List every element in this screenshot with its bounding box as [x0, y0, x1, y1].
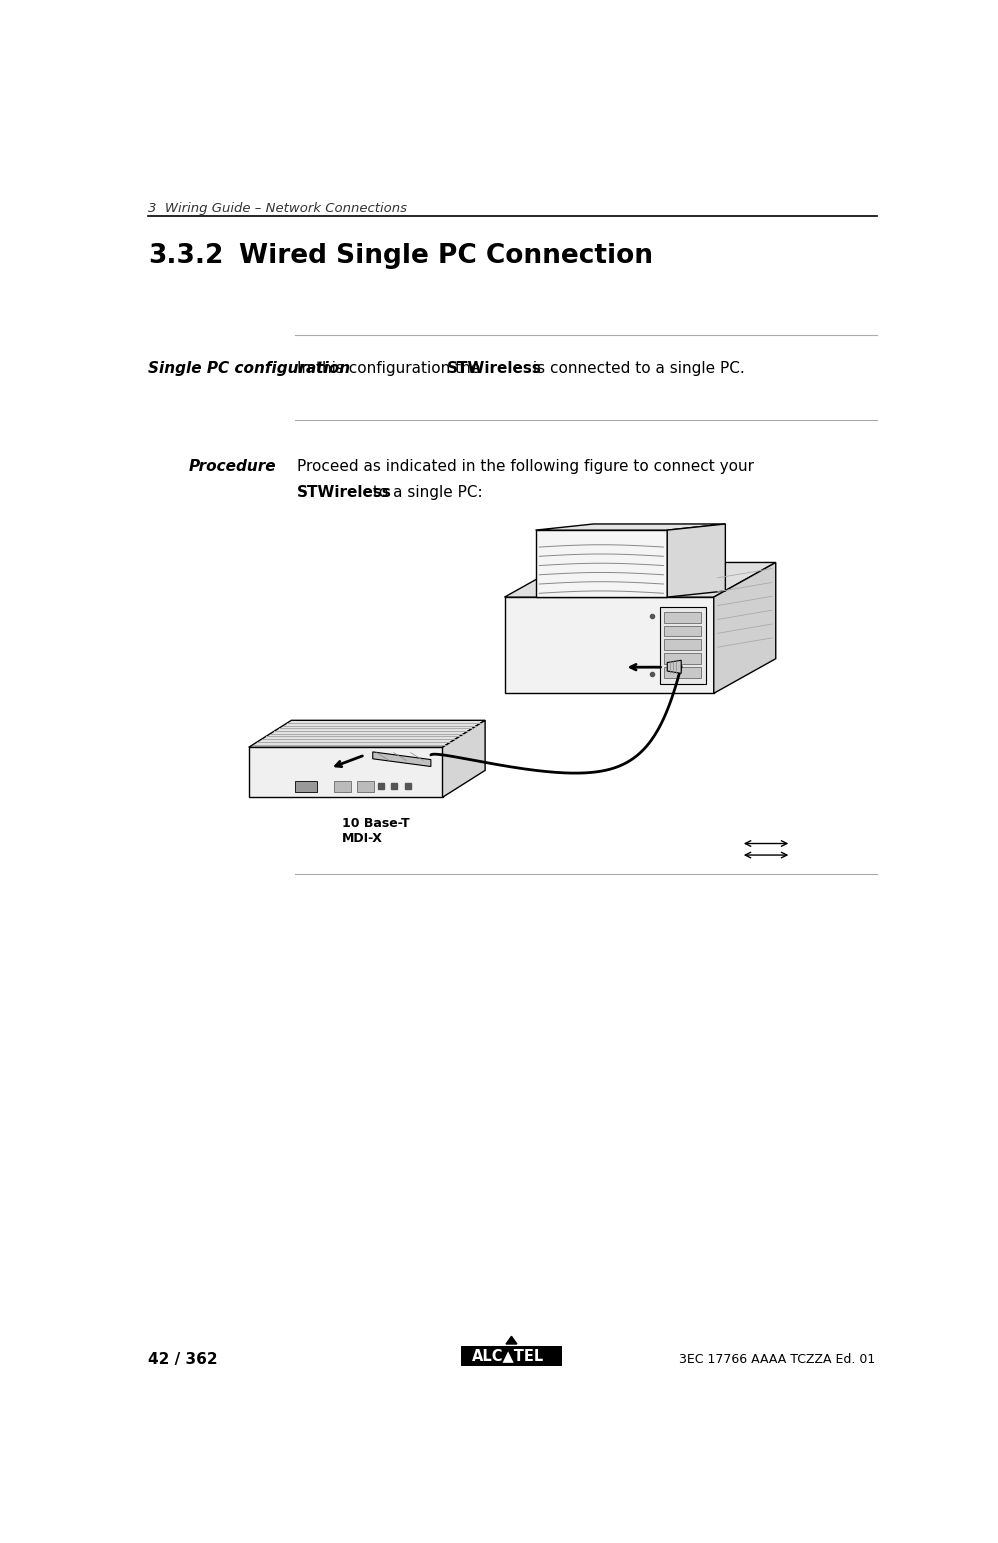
Polygon shape: [664, 625, 702, 636]
Polygon shape: [505, 563, 775, 597]
Bar: [357, 781, 374, 792]
Text: Proceed as indicated in the following figure to connect your: Proceed as indicated in the following fi…: [296, 458, 753, 474]
Text: STWireless: STWireless: [296, 486, 391, 500]
Text: 10 Base-T: 10 Base-T: [341, 816, 409, 830]
Polygon shape: [249, 721, 485, 747]
Polygon shape: [249, 747, 442, 798]
Text: In this configuration the: In this configuration the: [296, 361, 485, 375]
Text: Wired Single PC Connection: Wired Single PC Connection: [240, 242, 654, 268]
Text: 3.3.2: 3.3.2: [148, 242, 224, 268]
Polygon shape: [442, 721, 485, 798]
Text: 3  Wiring Guide – Network Connections: 3 Wiring Guide – Network Connections: [148, 202, 407, 214]
Bar: [334, 781, 351, 792]
Text: to a single PC:: to a single PC:: [368, 486, 483, 500]
Polygon shape: [664, 611, 702, 622]
Text: 42 / 362: 42 / 362: [148, 1352, 218, 1367]
Bar: [461, 1345, 562, 1366]
Text: 3EC 17766 AAAA TCZZA Ed. 01: 3EC 17766 AAAA TCZZA Ed. 01: [679, 1353, 875, 1366]
Polygon shape: [372, 751, 431, 767]
Polygon shape: [505, 597, 714, 693]
Polygon shape: [664, 653, 702, 663]
Text: Procedure: Procedure: [189, 458, 275, 474]
Text: MDI-X: MDI-X: [341, 832, 382, 846]
Polygon shape: [660, 606, 706, 684]
Text: MDI: MDI: [675, 654, 703, 667]
Polygon shape: [536, 531, 668, 597]
Text: ALC▲TEL: ALC▲TEL: [472, 1349, 545, 1362]
Text: is connected to a single PC.: is connected to a single PC.: [528, 361, 745, 375]
Text: STWireless: STWireless: [446, 361, 541, 375]
Polygon shape: [664, 639, 702, 650]
Polygon shape: [668, 660, 682, 673]
Polygon shape: [714, 563, 775, 693]
Polygon shape: [506, 1336, 517, 1344]
Polygon shape: [664, 667, 702, 677]
Polygon shape: [536, 525, 726, 531]
Bar: [295, 781, 317, 792]
Text: Single PC configuration: Single PC configuration: [148, 361, 350, 375]
Polygon shape: [668, 525, 726, 597]
